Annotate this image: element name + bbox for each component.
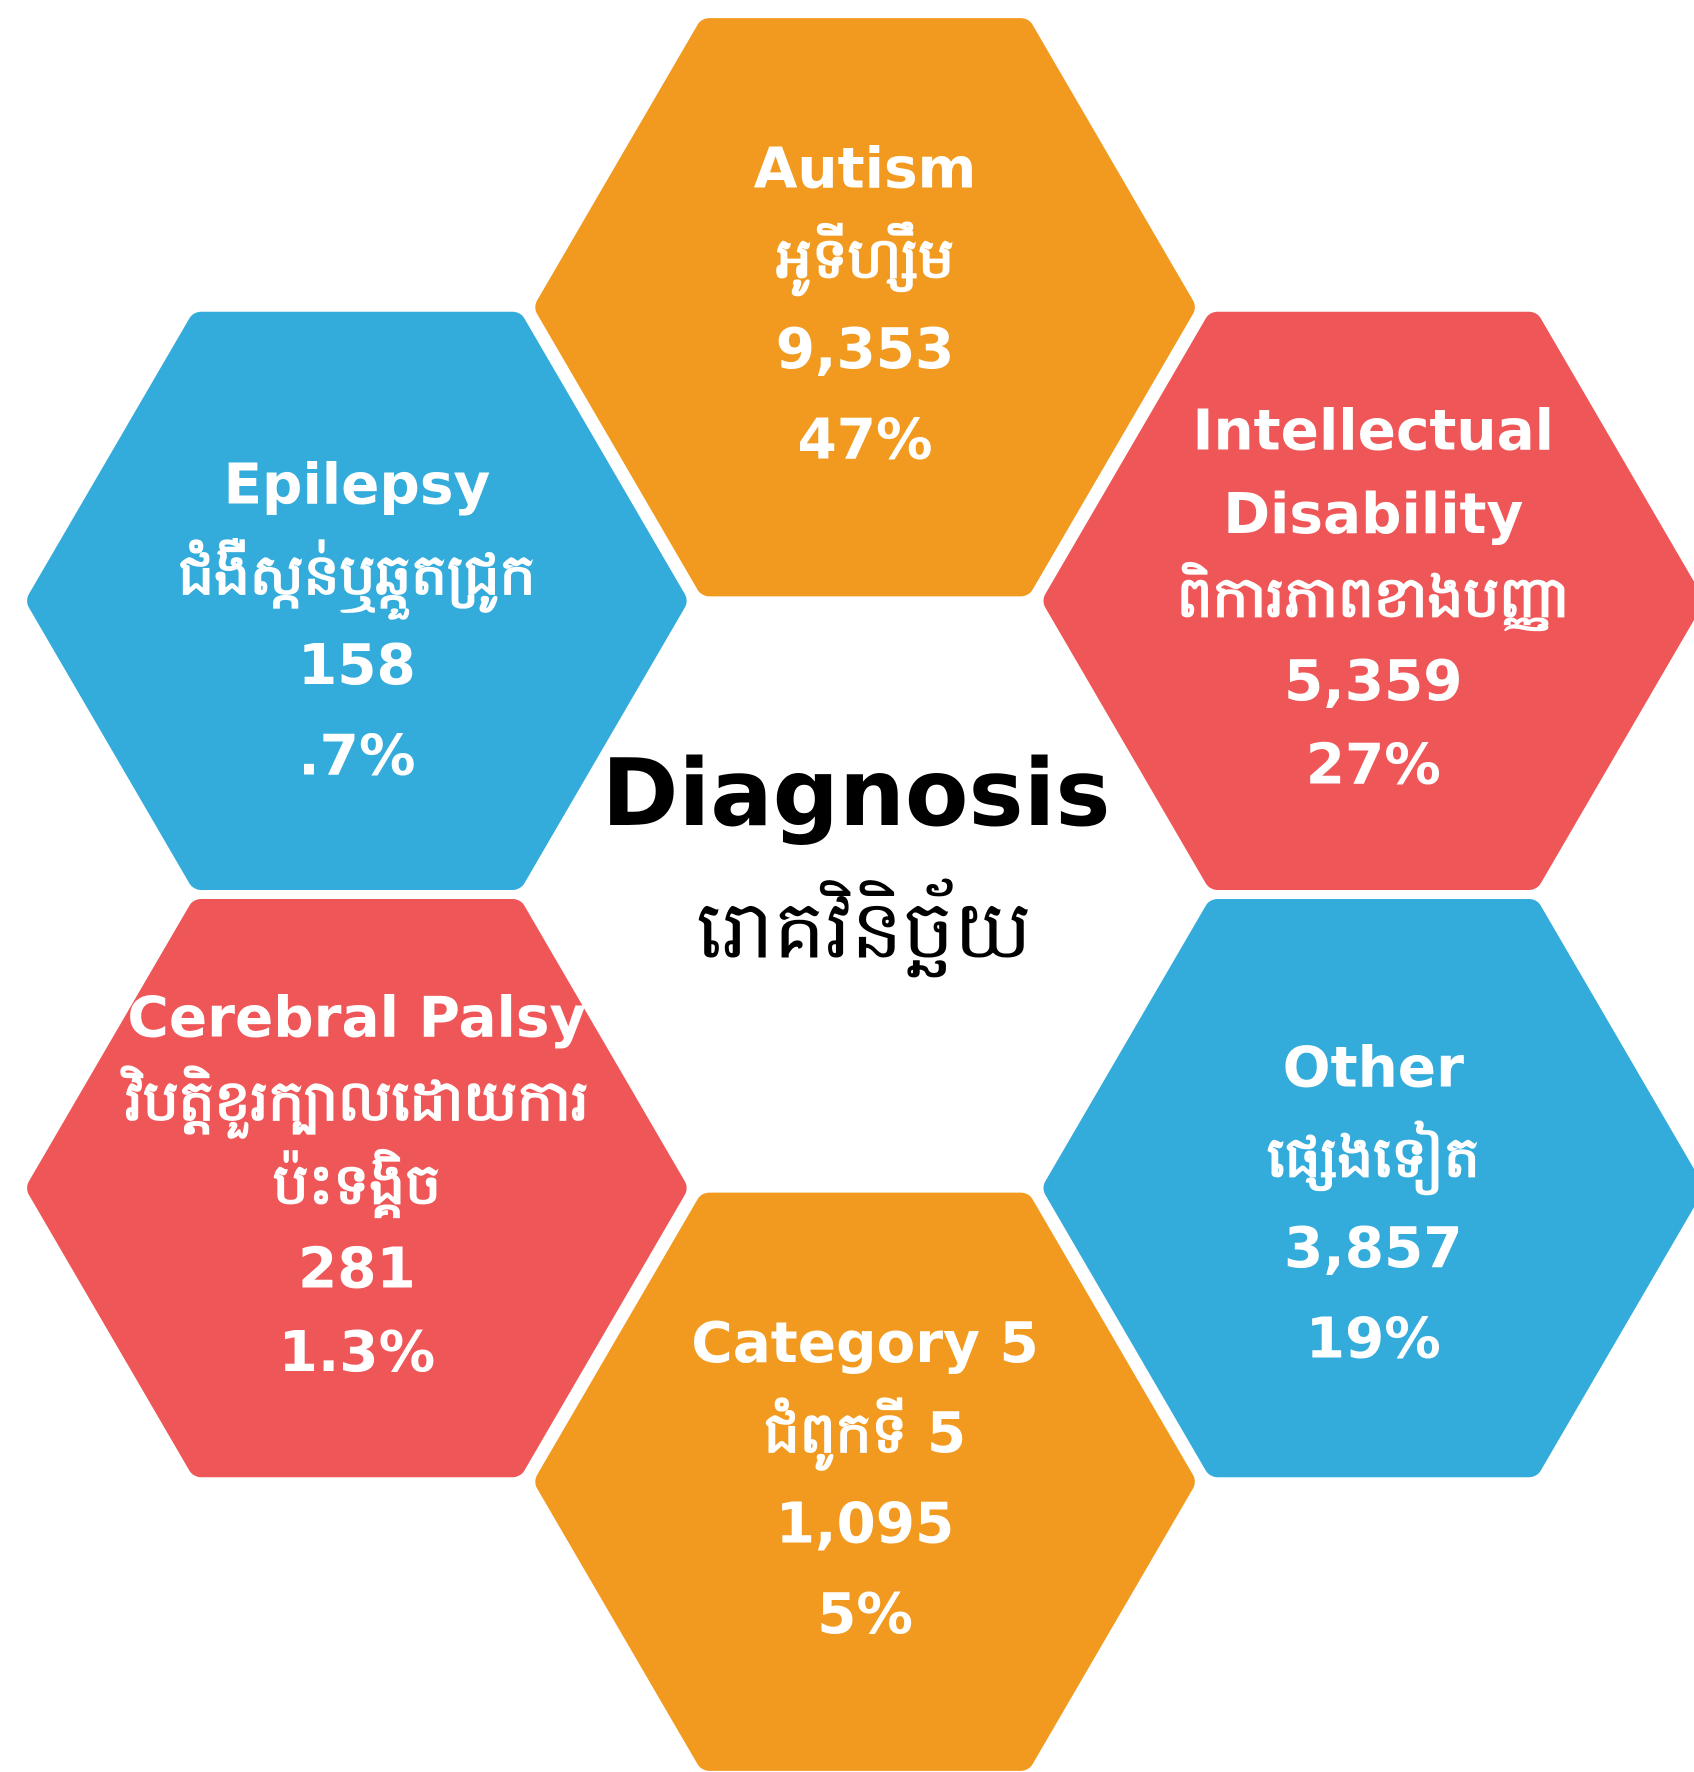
node-line: Cerebral Palsy xyxy=(127,986,586,1051)
hexagon xyxy=(27,898,687,1478)
nodes: Autism អូទីហ្សឹម 9,353 47% Epilepsy ជំងឺស្កន់… xyxy=(27,18,1694,1771)
node-line: Epilepsy xyxy=(223,453,490,518)
node-line: 9,353 xyxy=(776,317,955,382)
node-line: 27% xyxy=(1306,733,1441,798)
node-line: ជំពូកទី 5 xyxy=(764,1397,966,1471)
node-line: 1,095 xyxy=(776,1492,955,1557)
node-line: Intellectual xyxy=(1192,398,1554,463)
node-line: 281 xyxy=(298,1236,416,1301)
node-line: 3,857 xyxy=(1284,1216,1463,1281)
node-line: Category 5 xyxy=(691,1311,1039,1376)
node-line: Disability xyxy=(1223,482,1523,547)
node-line: អូទីហ្សឹម xyxy=(776,221,954,297)
node-line: Other xyxy=(1283,1035,1464,1100)
hexagon xyxy=(535,18,1195,597)
node-line: 19% xyxy=(1306,1306,1441,1371)
hexagon xyxy=(1043,311,1694,890)
node-line: Autism xyxy=(754,136,977,201)
node-line: 47% xyxy=(798,407,933,472)
title: Diagnosis xyxy=(602,739,1111,847)
hexagon xyxy=(1043,898,1694,1478)
node-line: 5% xyxy=(817,1582,913,1647)
node-line: ជំងឺស្កន់ឬឆ្កួតជ្រូក xyxy=(178,537,535,620)
hexagon xyxy=(535,1192,1195,1771)
title-km: រោគវិនិច្ឆ័យ xyxy=(696,879,1031,978)
node-line: 1.3% xyxy=(279,1320,436,1385)
node-line: ពិការភាពខាងបញ្ញា xyxy=(1177,561,1570,631)
node-line: វិបត្តិខួរក្បាលដោយការ xyxy=(120,1065,589,1139)
node-line: 5,359 xyxy=(1284,649,1463,714)
node-line: ប៉ះទង្គិច xyxy=(273,1149,441,1219)
node-line: 158 xyxy=(298,633,416,698)
node-line: ផ្សេងទៀត xyxy=(1267,1120,1480,1196)
node-line: .7% xyxy=(298,724,415,789)
hexagon xyxy=(27,311,687,890)
